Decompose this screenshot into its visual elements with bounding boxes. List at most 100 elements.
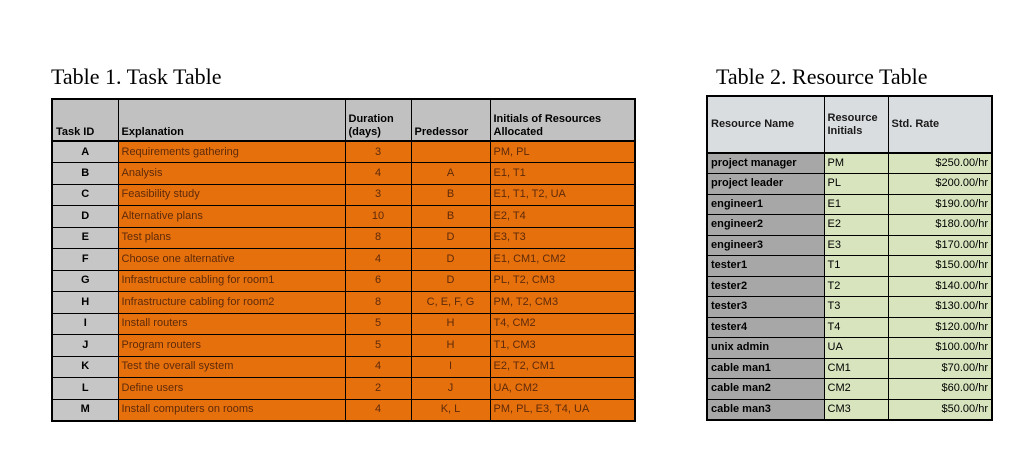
resource-table-row: cable man2 CM2 $60.00/hr bbox=[706, 378, 993, 400]
task-cell-duration: 3 bbox=[344, 140, 412, 163]
task-table-row: G Infrastructure cabling for room1 6 D PL, T… bbox=[51, 269, 636, 292]
resource-cell-initials: PL bbox=[823, 173, 889, 195]
task-cell-duration: 4 bbox=[344, 162, 412, 185]
task-table-body: A Requirements gathering 3 PM, PL B Analysis 4… bbox=[51, 140, 636, 421]
resource-cell-initials: E3 bbox=[823, 234, 889, 256]
resource-cell-initials: UA bbox=[823, 337, 889, 359]
resource-cell-name: tester4 bbox=[706, 316, 825, 338]
resource-cell-rate: $130.00/hr bbox=[887, 296, 993, 318]
task-cell-resources: PM, PL, E3, T4, UA bbox=[489, 398, 636, 421]
resource-cell-name: engineer3 bbox=[706, 234, 825, 256]
task-table-row: B Analysis 4 A E1, T1 bbox=[51, 162, 636, 185]
resource-table-header-row: Resource Name Resource Initials Std. Rat… bbox=[706, 95, 993, 154]
resource-cell-initials: T3 bbox=[823, 296, 889, 318]
task-cell-resources: E1, CM1, CM2 bbox=[489, 248, 636, 271]
task-cell-predessor: D bbox=[410, 248, 491, 271]
resource-table-row: project leader PL $200.00/hr bbox=[706, 173, 993, 195]
task-table-row: I Install routers 5 H T4, CM2 bbox=[51, 312, 636, 335]
resource-cell-name: engineer2 bbox=[706, 214, 825, 236]
task-cell-resources: T1, CM3 bbox=[489, 334, 636, 357]
task-cell-duration: 4 bbox=[344, 248, 412, 271]
task-table-row: J Program routers 5 H T1, CM3 bbox=[51, 334, 636, 357]
task-table-row: M Install computers on rooms 4 K, L PM, PL, … bbox=[51, 398, 636, 421]
task-cell-explanation: Requirements gathering bbox=[117, 140, 346, 163]
task-cell-id: G bbox=[51, 269, 119, 292]
task-table-header-duration: Duration (days) bbox=[344, 98, 412, 142]
task-table-row: C Feasibility study 3 B E1, T1, T2, UA bbox=[51, 183, 636, 206]
resource-table-row: tester1 T1 $150.00/hr bbox=[706, 255, 993, 277]
task-cell-resources: PM, T2, CM3 bbox=[489, 291, 636, 314]
task-cell-duration: 5 bbox=[344, 312, 412, 335]
task-cell-duration: 10 bbox=[344, 205, 412, 228]
task-cell-duration: 6 bbox=[344, 269, 412, 292]
task-table-header-row: Task ID Explanation Duration (days) Pred… bbox=[51, 98, 636, 142]
resource-cell-name: unix admin bbox=[706, 337, 825, 359]
task-cell-duration: 4 bbox=[344, 398, 412, 421]
task-cell-duration: 3 bbox=[344, 183, 412, 206]
resource-cell-rate: $50.00/hr bbox=[887, 398, 993, 420]
task-cell-explanation: Install routers bbox=[117, 312, 346, 335]
task-cell-duration: 5 bbox=[344, 334, 412, 357]
task-table-header: Task ID Explanation Duration (days) Pred… bbox=[51, 98, 636, 142]
resource-cell-initials: T1 bbox=[823, 255, 889, 277]
resource-table-header: Resource Name Resource Initials Std. Rat… bbox=[706, 95, 993, 154]
resource-cell-name: cable man3 bbox=[706, 398, 825, 420]
resource-cell-rate: $200.00/hr bbox=[887, 173, 993, 195]
task-cell-explanation: Alternative plans bbox=[117, 205, 346, 228]
task-cell-resources: PL, T2, CM3 bbox=[489, 269, 636, 292]
resource-table-header-name: Resource Name bbox=[706, 95, 825, 154]
task-table-row: D Alternative plans 10 B E2, T4 bbox=[51, 205, 636, 228]
task-cell-id: L bbox=[51, 377, 119, 400]
task-cell-resources: E2, T2, CM1 bbox=[489, 355, 636, 378]
resource-cell-name: project manager bbox=[706, 152, 825, 174]
resource-table-row: engineer2 E2 $180.00/hr bbox=[706, 214, 993, 236]
resource-table-header-rate: Std. Rate bbox=[887, 95, 993, 154]
task-table-row: F Choose one alternative 4 D E1, CM1, CM2 bbox=[51, 248, 636, 271]
task-cell-predessor: B bbox=[410, 205, 491, 228]
task-cell-id: F bbox=[51, 248, 119, 271]
task-cell-duration: 8 bbox=[344, 226, 412, 249]
task-cell-predessor: J bbox=[410, 377, 491, 400]
resource-table-row: cable man1 CM1 $70.00/hr bbox=[706, 357, 993, 379]
task-cell-predessor: H bbox=[410, 312, 491, 335]
task-cell-resources: E2, T4 bbox=[489, 205, 636, 228]
task-cell-predessor bbox=[410, 140, 491, 163]
resource-cell-initials: CM3 bbox=[823, 398, 889, 420]
task-cell-predessor: H bbox=[410, 334, 491, 357]
resource-cell-initials: CM2 bbox=[823, 378, 889, 400]
task-cell-id: I bbox=[51, 312, 119, 335]
resource-table-header-initials: Resource Initials bbox=[823, 95, 889, 154]
task-table-title: Table 1. Task Table bbox=[51, 64, 222, 89]
resource-cell-rate: $150.00/hr bbox=[887, 255, 993, 277]
task-cell-explanation: Infrastructure cabling for room2 bbox=[117, 291, 346, 314]
task-cell-predessor: D bbox=[410, 226, 491, 249]
task-table-header-predessor: Predessor bbox=[410, 98, 491, 142]
task-cell-explanation: Choose one alternative bbox=[117, 248, 346, 271]
resource-cell-name: project leader bbox=[706, 173, 825, 195]
resource-cell-name: tester2 bbox=[706, 275, 825, 297]
task-cell-explanation: Define users bbox=[117, 377, 346, 400]
task-table-row: H Infrastructure cabling for room2 8 C, E, … bbox=[51, 291, 636, 314]
resource-cell-rate: $250.00/hr bbox=[887, 152, 993, 174]
resource-cell-rate: $60.00/hr bbox=[887, 378, 993, 400]
task-table-header-task-id: Task ID bbox=[51, 98, 119, 142]
task-cell-explanation: Feasibility study bbox=[117, 183, 346, 206]
resource-table-row: engineer1 E1 $190.00/hr bbox=[706, 193, 993, 215]
task-table-header-resources: Initials of Resources Allocated bbox=[489, 98, 636, 142]
task-cell-id: A bbox=[51, 140, 119, 163]
resource-cell-initials: CM1 bbox=[823, 357, 889, 379]
task-table-row: A Requirements gathering 3 PM, PL bbox=[51, 140, 636, 163]
resource-cell-initials: T2 bbox=[823, 275, 889, 297]
task-cell-predessor: C, E, F, G bbox=[410, 291, 491, 314]
task-cell-id: K bbox=[51, 355, 119, 378]
task-cell-explanation: Install computers on rooms bbox=[117, 398, 346, 421]
task-cell-predessor: A bbox=[410, 162, 491, 185]
task-cell-id: B bbox=[51, 162, 119, 185]
task-table: Task ID Explanation Duration (days) Pred… bbox=[51, 98, 636, 422]
resource-cell-rate: $140.00/hr bbox=[887, 275, 993, 297]
resource-table-row: tester4 T4 $120.00/hr bbox=[706, 316, 993, 338]
resource-cell-initials: E1 bbox=[823, 193, 889, 215]
task-table-row: L Define users 2 J UA, CM2 bbox=[51, 377, 636, 400]
resource-cell-initials: PM bbox=[823, 152, 889, 174]
